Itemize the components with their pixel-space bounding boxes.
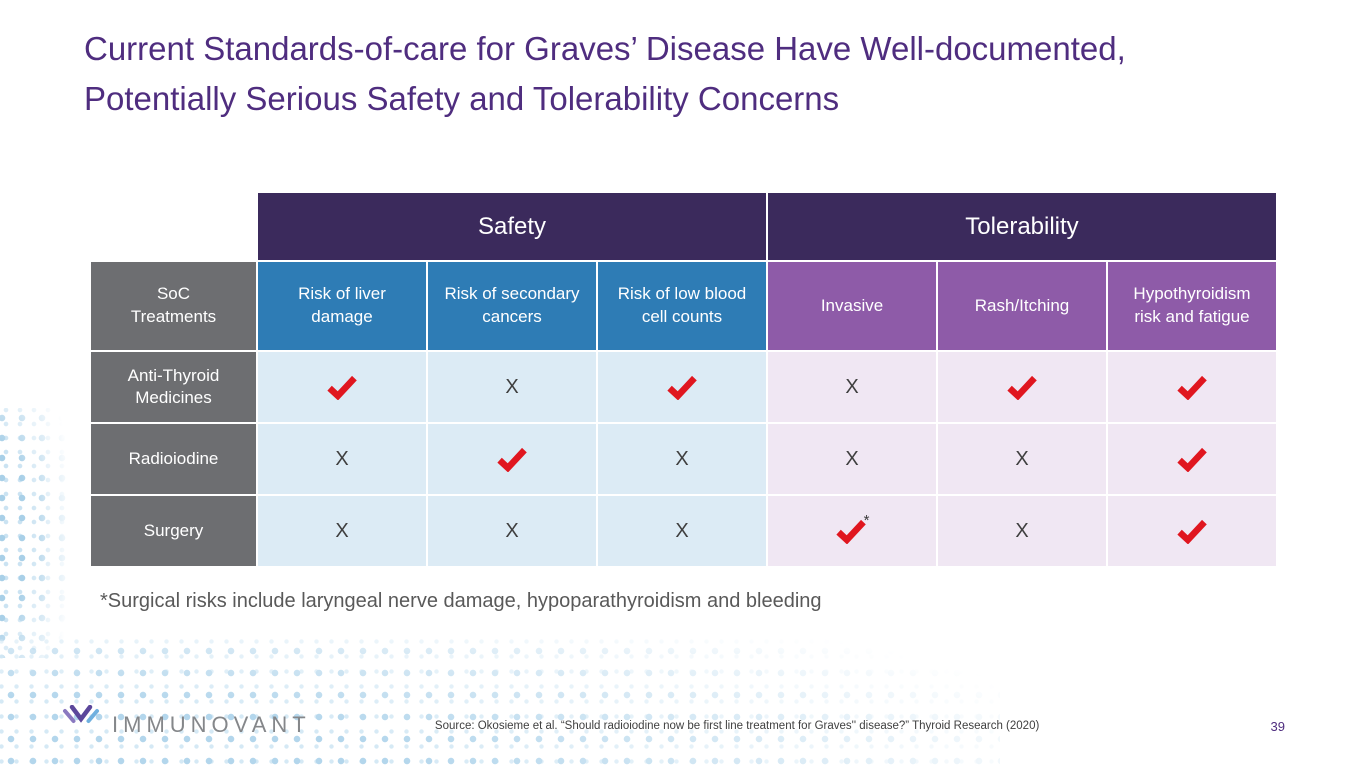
check-icon (1177, 375, 1207, 400)
x-cell: X (258, 424, 426, 494)
soc-table: Safety Tolerability SoC Treatments Risk … (91, 193, 1276, 566)
x-cell: X (428, 352, 596, 422)
x-cell: X (768, 424, 936, 494)
column-header: Risk of liver damage (258, 262, 426, 350)
x-mark: X (505, 375, 519, 398)
check-icon (667, 375, 697, 400)
row-label: Radioiodine (91, 424, 256, 494)
check-icon (835, 519, 866, 544)
decorative-dots-left (0, 408, 70, 658)
x-cell: X (768, 352, 936, 422)
immunovant-logo-icon (63, 705, 99, 745)
row-label: Anti-Thyroid Medicines (91, 352, 256, 422)
check-cell (428, 424, 596, 494)
slide-title: Current Standards-of-care for Graves’ Di… (84, 30, 1126, 118)
x-mark: X (845, 375, 859, 398)
check-icon (1177, 447, 1207, 472)
x-cell: X (258, 496, 426, 566)
check-cell (1108, 496, 1276, 566)
check-cell (258, 352, 426, 422)
check-cell (938, 352, 1106, 422)
x-mark: X (1015, 519, 1029, 542)
footnote-asterisk: * (863, 511, 870, 529)
table-corner-spacer (91, 193, 256, 260)
x-cell: X (428, 496, 596, 566)
column-header: Invasive (768, 262, 936, 350)
check-cell (1108, 424, 1276, 494)
column-header: Hypothyroidism risk and fatigue (1108, 262, 1276, 350)
corner-header: SoC Treatments (91, 262, 256, 350)
x-mark: X (675, 447, 689, 470)
page-number: 39 (1270, 719, 1285, 734)
x-mark: X (335, 447, 349, 470)
column-header: Rash/Itching (938, 262, 1106, 350)
check-cell (598, 352, 766, 422)
x-cell: X (598, 496, 766, 566)
check-icon (497, 447, 527, 472)
source-citation: Source: Okosieme et al. “Should radioiod… (434, 720, 1040, 732)
immunovant-logo: IMMUNOVANT (60, 705, 311, 745)
x-cell: X (598, 424, 766, 494)
check-cell (1108, 352, 1276, 422)
x-cell: X (938, 424, 1106, 494)
group-header-tolerability: Tolerability (768, 193, 1276, 260)
check-icon (1177, 519, 1207, 544)
row-label: Surgery (91, 496, 256, 566)
group-header-safety: Safety (258, 193, 766, 260)
check-cell: * (768, 496, 936, 566)
check-icon (1007, 375, 1037, 400)
x-mark: X (675, 519, 689, 542)
x-mark: X (335, 519, 349, 542)
x-mark: X (845, 447, 859, 470)
immunovant-logo-text: IMMUNOVANT (112, 712, 311, 737)
x-mark: X (1015, 447, 1029, 470)
decorative-dots-bottom (0, 634, 1000, 768)
x-mark: X (505, 519, 519, 542)
column-header: Risk of low blood cell counts (598, 262, 766, 350)
footnote: *Surgical risks include laryngeal nerve … (100, 590, 822, 612)
x-cell: X (938, 496, 1106, 566)
check-icon (327, 375, 357, 400)
column-header: Risk of secondary cancers (428, 262, 596, 350)
